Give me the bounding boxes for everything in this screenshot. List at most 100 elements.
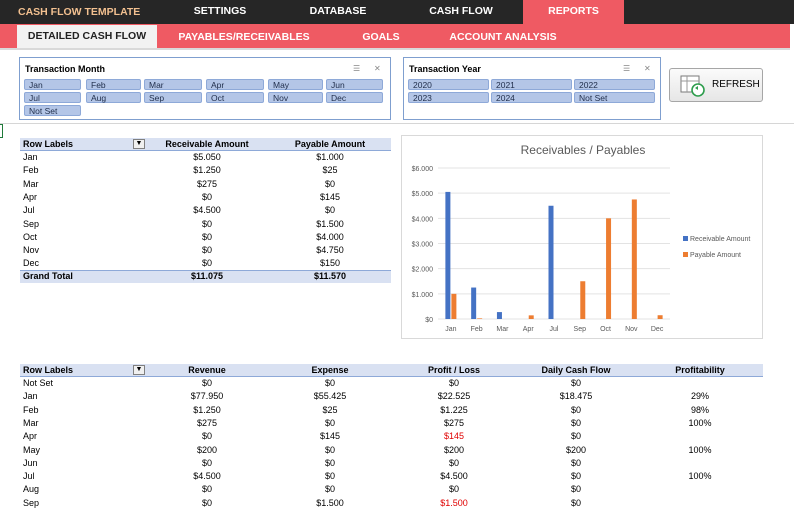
expense-cell: $0	[324, 444, 335, 455]
payable-amount-cell: $4.000	[316, 231, 344, 242]
active-cell-marker	[0, 124, 3, 138]
profitability-cell	[640, 430, 760, 443]
receivable-amount-cell: $1.250	[193, 165, 221, 176]
row-label: Jan	[23, 391, 38, 402]
row-label: Oct	[23, 231, 38, 242]
receivable-amount-cell: $0	[201, 218, 212, 229]
profit-loss-cell: $0	[448, 378, 459, 388]
x-tick-label: Jan	[445, 326, 456, 333]
x-tick-label: Sep	[574, 326, 587, 333]
slicer-chip-jul[interactable]: Jul	[24, 92, 81, 103]
profitability-cell	[640, 497, 760, 509]
slicer-chip-nov[interactable]: Nov	[268, 92, 323, 103]
filter-dropdown-icon[interactable]: ▼	[133, 365, 145, 375]
bar-payable-amount	[477, 318, 483, 319]
pivot2-header-profit-loss: Profit / Loss	[427, 365, 480, 375]
slicer-chip-oct[interactable]: Oct	[206, 92, 264, 103]
slicer-chip-jan[interactable]: Jan	[24, 79, 81, 90]
receivable-amount-cell: $0	[201, 231, 212, 242]
row-label: Apr	[23, 191, 38, 202]
profitability-cell: 98%	[690, 404, 709, 415]
app-title: CASH FLOW TEMPLATE	[18, 6, 141, 18]
x-tick-label: Feb	[471, 326, 483, 333]
tab-reports[interactable]: REPORTS	[523, 0, 624, 24]
pivot2-header-revenue: Revenue	[188, 365, 226, 375]
slicer-chip-2021[interactable]: 2021	[491, 79, 572, 90]
y-tick-label: $2.000	[412, 267, 434, 274]
slicer-chip-aug[interactable]: Aug	[86, 92, 141, 103]
expense-cell: $0	[324, 457, 335, 468]
refresh-icon	[680, 75, 705, 97]
profit-loss-cell: $1.500	[440, 497, 468, 508]
y-tick-label: $3.000	[412, 242, 434, 249]
bar-payable-amount	[657, 315, 663, 319]
profit-loss-cell: $0	[448, 484, 459, 495]
subtab-payables-receivables-list[interactable]: PAYABLES/RECEIVABLES LIST	[178, 31, 310, 65]
multi-select-icon[interactable]: ☰	[353, 64, 361, 73]
tab-cash-flow[interactable]: CASH FLOW	[429, 5, 493, 17]
y-tick-label: $1.000	[412, 292, 434, 299]
slicer-chip-dec[interactable]: Dec	[326, 92, 383, 103]
slicer-chip-2022[interactable]: 2022	[574, 79, 655, 90]
slicer-chip-jun[interactable]: Jun	[326, 79, 383, 90]
slicer-chip-2023[interactable]: 2023	[408, 92, 489, 103]
pivot1-header	[20, 138, 391, 151]
row-label: Feb	[23, 165, 39, 176]
slicer-chip-not-set[interactable]: Not Set	[24, 105, 81, 116]
slicer-chip-may[interactable]: May	[268, 79, 323, 90]
profit-loss-cell: $0	[448, 457, 459, 468]
pivot1-header-row-labels: Row Labels	[23, 139, 74, 149]
bar-receivable-amount	[445, 191, 451, 319]
expense-cell: $0	[324, 417, 335, 428]
slicer-chip-sep[interactable]: Sep	[144, 92, 202, 103]
slicer-chip-apr[interactable]: Apr	[206, 79, 264, 90]
daily-cash-flow-cell: $0	[570, 417, 581, 428]
revenue-cell: $0	[201, 497, 212, 508]
slicer-chip-2020[interactable]: 2020	[408, 79, 489, 90]
clear-filter-icon[interactable]: ✕	[374, 64, 381, 73]
y-tick-label: $6.000	[412, 166, 434, 173]
x-tick-label: Jul	[550, 326, 559, 333]
bar-payable-amount	[451, 293, 457, 319]
expense-cell: $1.500	[316, 497, 344, 508]
pivot1-total-label: Grand Total	[23, 271, 73, 281]
subtab-goals[interactable]: GOALS	[362, 31, 400, 43]
row-label: Jul	[23, 205, 35, 216]
clear-filter-icon[interactable]: ✕	[644, 64, 651, 73]
receivable-amount-cell: $0	[201, 191, 212, 202]
chart-canvas: Receivables / Payables $0 $1.000 $2.000 $3.0…	[412, 143, 751, 333]
receivables-payables-chart[interactable]: Receivables / Payables $0 $1.000 $2.000 $3.0…	[401, 135, 763, 339]
slicer-chip-mar[interactable]: Mar	[144, 79, 202, 90]
slicer-chip-not-set[interactable]: Not Set	[574, 92, 655, 103]
refresh-button[interactable]: REFRESH	[669, 68, 763, 102]
divider	[0, 123, 794, 124]
daily-cash-flow-cell: $0	[570, 471, 581, 482]
payable-amount-cell: $145	[319, 191, 341, 202]
slicer-chip-2024[interactable]: 2024	[491, 92, 572, 103]
year-slicer-title: Transaction Year	[409, 64, 481, 74]
tab-settings[interactable]: SETTINGS	[193, 5, 247, 17]
bar-receivable-amount	[471, 287, 477, 319]
pivot1-total-payable: $11.570	[313, 271, 347, 281]
subtab-account-analysis[interactable]: ACCOUNT ANALYSIS	[449, 31, 557, 43]
receivable-amount-cell: $0	[201, 258, 212, 269]
daily-cash-flow-cell: $200	[565, 444, 587, 455]
slicer-chip-feb[interactable]: Feb	[86, 79, 141, 90]
multi-select-icon[interactable]: ☰	[623, 64, 631, 73]
expense-cell: $55.425	[313, 391, 347, 402]
row-label: Sep	[23, 218, 40, 229]
payable-amount-cell: $0	[324, 205, 335, 216]
daily-cash-flow-cell: $0	[570, 457, 581, 468]
chart-title: Receivables / Payables	[521, 143, 646, 157]
row-label: Feb	[23, 404, 39, 415]
pivot2-header	[20, 364, 763, 377]
daily-cash-flow-cell: $0	[570, 431, 581, 442]
profitability-cell	[640, 483, 760, 496]
x-tick-label: Dec	[651, 326, 664, 333]
filter-dropdown-icon[interactable]: ▼	[133, 139, 145, 149]
row-label: Jan	[23, 152, 38, 162]
subtab-detailed-cash-flow[interactable]: DETAILED CASH FLOW	[17, 25, 157, 48]
pivot2-header-profitability: Profitability	[675, 365, 725, 375]
tab-database[interactable]: DATABASE	[309, 5, 367, 17]
